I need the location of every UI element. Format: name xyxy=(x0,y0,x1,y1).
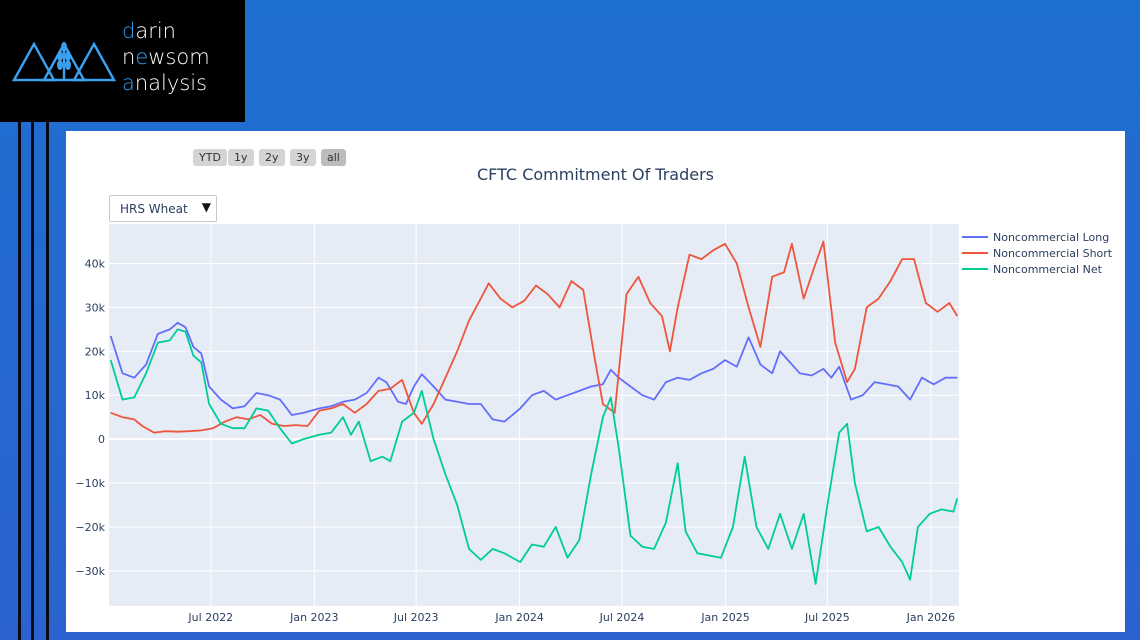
x-tick-label: Jul 2025 xyxy=(804,611,850,624)
legend-item-label: Noncommercial Long xyxy=(993,231,1109,244)
y-tick-label: 40k xyxy=(85,258,106,271)
mountain-wheat-icon xyxy=(12,41,116,82)
dropdown-selected-value: HRS Wheat xyxy=(120,202,188,216)
legend-item-label: Noncommercial Short xyxy=(993,247,1113,260)
y-tick-label: 0 xyxy=(98,433,105,446)
chart-svg: 40k 30k 20k 10k 0 −10k −20k −30k Jul 2022 Jan 202… xyxy=(75,224,1113,624)
series-line-1 xyxy=(109,321,958,423)
range-button-1y[interactable]: 1y xyxy=(228,149,254,166)
chart-title: CFTC Commitment Of Traders xyxy=(477,165,714,184)
range-button-ytd[interactable]: YTD xyxy=(193,149,227,166)
x-tick-label: Jul 2022 xyxy=(187,611,233,624)
plot-area xyxy=(109,224,959,606)
x-tick-label: Jan 2025 xyxy=(700,611,749,624)
y-tick-label: −30k xyxy=(75,565,105,578)
x-tick-label: Jan 2026 xyxy=(906,611,955,624)
left-bar-2 xyxy=(31,122,34,640)
y-tick-label: −10k xyxy=(75,477,105,490)
logo-wordmark: darin newsom analysis xyxy=(122,19,210,95)
x-tick-label: Jan 2024 xyxy=(494,611,543,624)
range-button-all[interactable]: all xyxy=(321,149,346,166)
x-tick-label: Jan 2023 xyxy=(289,611,338,624)
y-tick-label: 20k xyxy=(85,345,106,358)
left-bar-3 xyxy=(46,122,49,640)
chart-panel: 40k 30k 20k 10k 0 −10k −20k −30k Jul 2022 Jan 202… xyxy=(66,131,1125,632)
x-tick-label: Jul 2024 xyxy=(599,611,645,624)
commodity-dropdown[interactable]: HRS Wheat ▼ xyxy=(109,195,217,222)
company-logo: darin newsom analysis xyxy=(0,0,245,122)
series-line-3 xyxy=(109,328,959,585)
range-button-3y[interactable]: 3y xyxy=(290,149,316,166)
range-button-2y[interactable]: 2y xyxy=(259,149,285,166)
x-tick-label: Jul 2023 xyxy=(393,611,439,624)
y-tick-label: −20k xyxy=(75,521,105,534)
y-tick-label: 10k xyxy=(85,389,106,402)
legend-item-label: Noncommercial Net xyxy=(993,263,1103,276)
series-line-2 xyxy=(110,240,959,434)
y-tick-label: 30k xyxy=(85,301,106,314)
dropdown-arrow-icon: ▼ xyxy=(201,200,211,214)
left-bar-1 xyxy=(18,122,21,640)
